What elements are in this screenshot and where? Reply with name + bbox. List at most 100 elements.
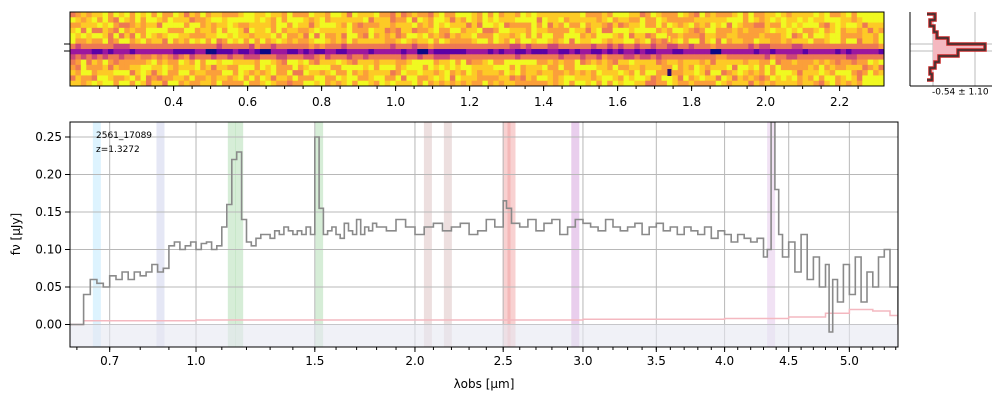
spectrum-2d-cell (547, 49, 554, 55)
spectrum-2d-cell (211, 43, 217, 50)
spectrum-2d-cell (737, 75, 744, 82)
spectrum-2d-cell (585, 49, 592, 55)
spectrum-2d-cell (661, 80, 668, 87)
spectrum-2d-cell (466, 59, 472, 66)
spectrum-2d-cell (151, 80, 158, 87)
spectrum-2d-cell (151, 22, 158, 29)
spectrum-2d-cell (509, 27, 516, 34)
spectrum-2d-cell (688, 54, 695, 60)
spectrum-2d-cell (818, 38, 825, 45)
spectrum-2d-cell (357, 59, 364, 66)
spectrum-2d-xtick-label: 1.0 (386, 95, 405, 109)
spectrum-2d-cell (167, 27, 174, 34)
spectrum-2d-cell (618, 70, 624, 76)
spectrum-2d-cell (737, 43, 744, 50)
spectrum-2d-cell (173, 17, 179, 23)
spectrum-2d-cell (308, 33, 315, 39)
spectrum-2d-cell (379, 80, 386, 87)
spectrum-2d-cell (797, 75, 803, 82)
spectrum-2d-cell (607, 75, 613, 82)
spectrum-2d-cell (672, 27, 679, 34)
spectrum-2d-cell (808, 64, 814, 71)
spectrum-2d-cell (401, 80, 407, 87)
spectrum-2d-cell (395, 75, 402, 82)
spectrum-2d-cell (265, 70, 272, 76)
spectrum-2d-cell (775, 70, 782, 76)
spectrum-2d-cell (645, 70, 651, 76)
spectrum-2d-cell (580, 64, 586, 71)
spectrum-2d-cell (422, 75, 429, 82)
spectrum-1d-ticks: 0.7 1.0 1.5 2.0 2.5 3.0 3.5 4.0 4.5 5.00.000.050.… (35, 130, 897, 368)
spectrum-2d-cell (444, 49, 451, 55)
spectrum-2d-cell (552, 17, 559, 23)
spectrum-2d-cell (715, 75, 722, 82)
spectrum-2d-cell (390, 12, 396, 18)
spectrum-2d-cell (107, 27, 114, 34)
spectrum-2d-cell (862, 75, 869, 82)
spectrum-2d-cell (569, 33, 575, 39)
spectrum-2d-cell (373, 80, 380, 87)
spectrum-2d-cell (650, 59, 657, 66)
spectrum-2d-cell (276, 64, 282, 71)
spectrum-2d-cell (265, 38, 272, 45)
spectrum-2d-cell (514, 17, 521, 23)
spectrum-2d-cell (585, 12, 592, 18)
spectrum-2d-cell (384, 27, 391, 34)
spectrum-2d-cell (520, 38, 527, 45)
spectrum-2d-cell (373, 49, 380, 55)
spectrum-2d-cell (281, 49, 288, 55)
spectrum-2d-cell (189, 75, 196, 82)
spectrum-2d-cell (173, 75, 179, 82)
spectrum-2d-cell (107, 59, 114, 66)
spectrum-2d-cell (314, 59, 320, 66)
spectrum-2d-cell (444, 33, 451, 39)
spectrum-2d-cell (200, 59, 206, 66)
spectrum-2d-cell (401, 64, 407, 71)
spectrum-2d-cell (574, 80, 581, 87)
spectrum-2d-cell (574, 43, 581, 50)
spectrum-2d-cell (287, 80, 293, 87)
spectrum-2d-cell (829, 22, 836, 29)
spectrum-2d-cell (775, 75, 782, 82)
spectrum-2d-cell (498, 75, 505, 82)
spectrum-2d-cell (308, 12, 315, 18)
spectrum-2d-cell (775, 54, 782, 60)
spectrum-2d-cell (477, 80, 483, 87)
spectrum-2d-cell (813, 75, 820, 82)
spectrum-2d-cell (726, 75, 733, 82)
spectrum-2d-cell (276, 17, 282, 23)
spectrum-2d-cell (786, 33, 793, 39)
spectrum-2d-cell (585, 80, 592, 87)
spectrum-2d-cell (118, 33, 125, 39)
spectrum-2d-cell (851, 27, 858, 34)
spectrum-2d-cell (732, 12, 738, 18)
spectrum-2d-cell (238, 59, 244, 66)
spectrum-2d-cell (183, 80, 190, 87)
spectrum-2d-cell (818, 22, 825, 29)
spectrum-2d-cell (211, 33, 217, 39)
spectrum-2d-cell (357, 38, 364, 45)
spectrum-2d-cell (243, 22, 250, 29)
spectrum-2d-cell (449, 49, 456, 55)
spectrum-2d-cell (118, 22, 125, 29)
spectrum-2d-cell (808, 43, 814, 50)
spectrum-2d-cell (346, 49, 353, 55)
spectrum-2d-cell (601, 80, 608, 87)
spectrum-2d-cell (558, 22, 565, 29)
spectrum-2d-cell (395, 59, 402, 66)
spectrum-2d-cell (107, 64, 114, 71)
spectrum-2d-cell (428, 17, 434, 23)
spectrum-2d-cell (325, 54, 331, 60)
spectrum-2d-cell (205, 12, 212, 18)
spectrum-2d-cell (270, 43, 277, 50)
spectrum-2d-cell (200, 27, 206, 34)
spectrum-2d-cell (102, 54, 109, 60)
spectrum-2d-cell (314, 75, 320, 82)
spectrum-2d-cell (373, 38, 380, 45)
spectrum-2d-cell (612, 49, 619, 55)
spectrum-2d-cell (547, 22, 554, 29)
spectrum-2d-cell (368, 22, 375, 29)
spectrum-2d-cell (107, 80, 114, 87)
spectrum-2d-xtick-label: 1.8 (682, 95, 701, 109)
spectrum-2d-cell (715, 49, 722, 55)
